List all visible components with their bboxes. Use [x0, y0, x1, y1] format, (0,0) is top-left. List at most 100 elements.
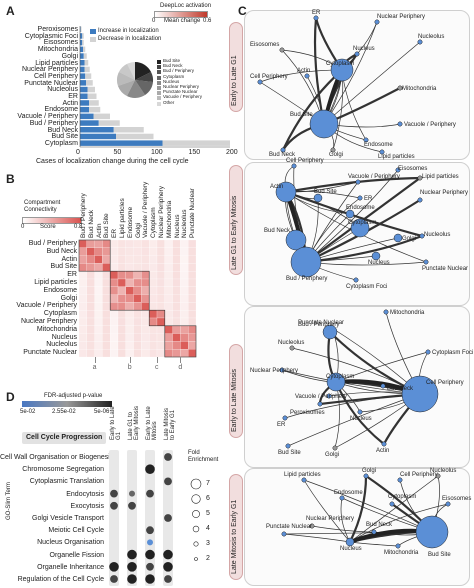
- dotplot-dot: [164, 514, 172, 522]
- network-node-label: Bud Neck: [366, 522, 393, 528]
- network-node: [355, 179, 361, 185]
- dotplot-dot: [164, 453, 172, 461]
- dotplot-term-label: Organelle Inheritance: [37, 563, 104, 571]
- network-node: [345, 537, 355, 547]
- network-node-label: ER: [277, 422, 286, 428]
- legend-scale-min: 0: [152, 18, 156, 24]
- network-node: [290, 246, 322, 278]
- network-edge: [349, 503, 449, 543]
- dotplot-dot: [109, 562, 119, 572]
- pie-legend-label: Nucleus: [163, 78, 180, 84]
- bar-increase: [80, 66, 85, 73]
- bar-decrease: [87, 86, 95, 93]
- network-node-label: Bud Neck: [269, 152, 296, 158]
- network-node-label: Nucleolus: [278, 340, 305, 346]
- network-node: [304, 73, 310, 79]
- network-node: [317, 401, 323, 407]
- network-node: [357, 195, 363, 201]
- bar-increase: [80, 46, 83, 53]
- network-edge: [305, 261, 427, 266]
- cluster-marker-line: [94, 357, 96, 363]
- legend-activation-title: DeepLoc activation: [160, 3, 212, 9]
- network-node-label: Bud / Periphery: [286, 276, 328, 282]
- network-node-label: Golgi: [325, 452, 340, 458]
- network-node: [330, 147, 336, 153]
- pie-legend-swatch: [157, 101, 161, 106]
- network-node: [339, 495, 345, 501]
- network-edge: [303, 479, 351, 543]
- bar-increase: [80, 80, 86, 86]
- network-node-label: Cytoplasm: [326, 374, 355, 380]
- dotplot-dot: [163, 562, 173, 572]
- network-node-label: Mitochondria: [390, 310, 425, 316]
- fold-legend-value: 7: [206, 480, 210, 487]
- network-node: [371, 251, 381, 261]
- fdr-val-2: 2.55e-02: [52, 409, 76, 415]
- network-node-label: Eisosomes: [398, 166, 428, 172]
- activation-color-scale: [154, 11, 208, 18]
- network-node-label: Nuclear Periphery: [420, 190, 469, 196]
- network-node-label: Vacuole / Periphery: [404, 122, 456, 128]
- heatmap-row-label: Vacuole / Periphery: [16, 302, 77, 310]
- fold-legend-circle: [193, 541, 199, 547]
- pie-legend-label: Nuclear Periphery: [163, 84, 200, 89]
- network-node-label: Endosome: [364, 142, 393, 148]
- heatmap-row-label: Nuclear Periphery: [20, 318, 77, 325]
- network-node: [401, 375, 439, 413]
- network-node: [425, 349, 431, 355]
- pie-legend-label: Bud Neck: [163, 63, 183, 69]
- bar-increase: [80, 86, 88, 93]
- dotplot-dot: [127, 549, 137, 560]
- network-node-label: Nucleolus: [418, 34, 445, 40]
- bar-increase: [80, 33, 83, 39]
- network-node-label: Bud Neck: [264, 228, 291, 234]
- cell-cycle-header-text: Cell Cycle Progression: [26, 434, 103, 441]
- heatmap-row-label: ER: [67, 271, 77, 279]
- heatmap-row-label: Nucleus: [51, 333, 77, 341]
- bar-category-label: Golgi: [61, 52, 78, 60]
- panel-a-letter: A: [6, 4, 15, 18]
- network-node-label: Bud Site: [278, 450, 301, 456]
- network-node-label: Bud Neck: [387, 386, 414, 392]
- network-node-label: Eisosomes: [250, 42, 280, 48]
- legend-increase-label: Increase in localization: [98, 28, 159, 34]
- dotplot-dot: [164, 477, 172, 486]
- bar-increase: [80, 26, 81, 32]
- legend-mean-change: Mean change: [164, 18, 201, 24]
- fold-enrichment-title: Fold Enrichment: [188, 450, 219, 463]
- network-node: [381, 441, 387, 447]
- network-node: [363, 137, 369, 143]
- pie-legend-swatch: [157, 86, 161, 90]
- stage-4-badge: [229, 474, 243, 580]
- network-node-label: Vacuole / Periphery: [348, 174, 400, 180]
- network-node-label: Cytoplasm: [348, 220, 377, 226]
- network-edge: [349, 475, 368, 543]
- bar-category-label: Bud Neck: [47, 126, 78, 134]
- network-edge: [349, 475, 439, 543]
- network-node-label: Nucleus: [350, 416, 372, 422]
- network-node-label: Bud Site: [314, 189, 337, 195]
- pie-legend-label: Vacuole / Periphery: [163, 94, 202, 100]
- panel-c-letter: C: [238, 4, 247, 18]
- bar-category-label: Eisosomes: [43, 39, 78, 47]
- bar-increase: [80, 127, 114, 133]
- pie-legend-swatch: [157, 75, 161, 80]
- network-node-label: Punctate Nuclear: [298, 320, 345, 326]
- pie-legend-swatch: [157, 60, 161, 64]
- dotplot-dot: [110, 489, 118, 498]
- dotplot-term-label: Endocytosis: [66, 490, 104, 498]
- cluster-marker-line: [157, 357, 158, 363]
- network-edge: [285, 190, 423, 238]
- network-node: [354, 51, 360, 57]
- pie-legend-label: Cytoplasm: [163, 73, 185, 79]
- pie-chart: [117, 62, 154, 98]
- bar-increase: [80, 53, 84, 59]
- fold-legend-circle: [192, 525, 200, 533]
- network-node: [313, 15, 319, 21]
- network-node-label: Eisosomes: [442, 496, 472, 502]
- dotplot-dot: [127, 574, 137, 584]
- network-node-label: Nuclear Periphery: [306, 516, 355, 522]
- bar-x-tick: 0: [76, 149, 80, 156]
- network-node-label: Cell Periphery: [250, 74, 288, 80]
- pie-legend-swatch: [157, 65, 161, 70]
